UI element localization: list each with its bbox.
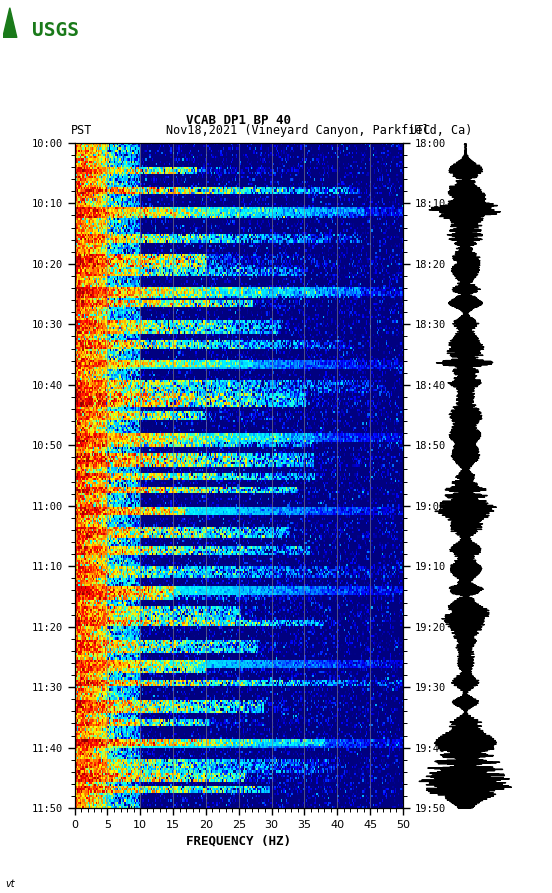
Text: PST: PST xyxy=(71,123,92,137)
Text: UTC: UTC xyxy=(410,123,431,137)
Text: Nov18,2021 (Vineyard Canyon, Parkfield, Ca): Nov18,2021 (Vineyard Canyon, Parkfield, … xyxy=(166,123,472,137)
Text: vt: vt xyxy=(6,879,15,889)
Text: USGS: USGS xyxy=(32,21,79,40)
Text: VCAB DP1 BP 40: VCAB DP1 BP 40 xyxy=(186,113,291,127)
X-axis label: FREQUENCY (HZ): FREQUENCY (HZ) xyxy=(186,834,291,847)
Polygon shape xyxy=(3,8,17,38)
